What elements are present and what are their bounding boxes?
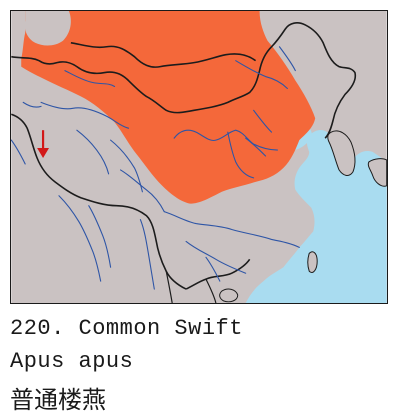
hainan-island <box>219 288 239 303</box>
japan-island <box>367 158 387 187</box>
range-arrow <box>37 130 50 158</box>
china-border <box>11 22 357 139</box>
indochina-border <box>165 271 217 303</box>
range-map <box>10 10 388 304</box>
river-network <box>11 46 300 290</box>
map-svg <box>11 11 387 303</box>
scientific-name: Apus apus <box>10 349 134 374</box>
chinese-name: 普通楼燕 <box>10 386 106 414</box>
species-number-title: 220. Common Swift <box>10 316 243 341</box>
korea-peninsula <box>327 130 356 176</box>
breeding-range <box>21 11 316 204</box>
range-notch <box>24 11 71 46</box>
southern-border <box>185 258 251 290</box>
taiwan-island <box>307 251 318 273</box>
mongolia-border <box>70 41 257 68</box>
china-west-border <box>11 113 187 290</box>
